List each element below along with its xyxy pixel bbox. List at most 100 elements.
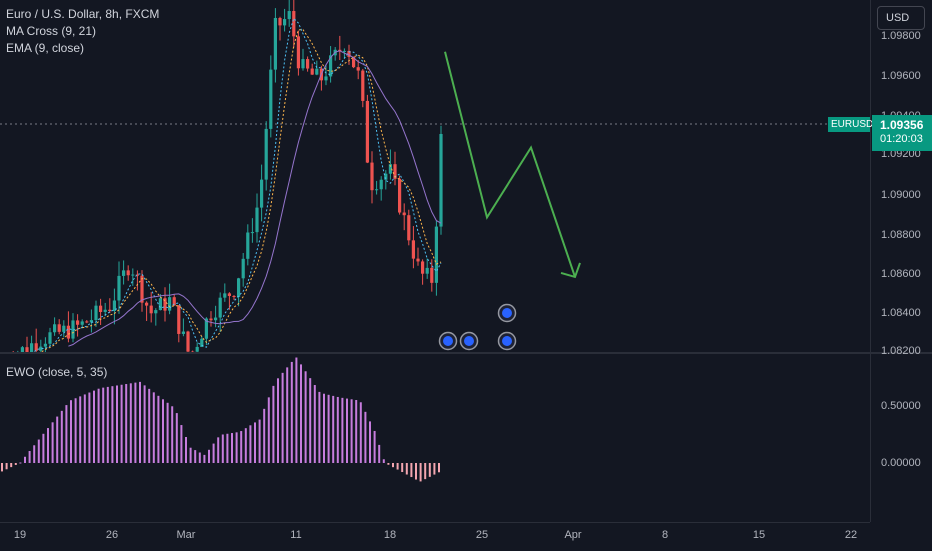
candle-body xyxy=(48,332,51,343)
time-tick: 26 xyxy=(106,529,118,541)
candle-body xyxy=(246,233,249,259)
price-tick: 1.09600 xyxy=(881,70,921,82)
ewo-bar xyxy=(420,463,422,481)
time-tick: 22 xyxy=(845,529,857,541)
candle-body xyxy=(237,278,240,297)
ewo-bar xyxy=(438,463,440,472)
candle-body xyxy=(30,343,33,352)
ewo-bar xyxy=(139,382,141,463)
candle-body xyxy=(416,259,419,262)
candle-body xyxy=(140,276,143,303)
ewo-bar xyxy=(433,463,435,475)
ewo-bar xyxy=(102,388,104,463)
candle-body xyxy=(53,324,56,332)
candle-body xyxy=(131,275,134,276)
candle-body xyxy=(311,69,314,75)
ewo-bar xyxy=(222,434,224,463)
ewo-bar xyxy=(15,463,17,465)
candle-body xyxy=(177,305,180,334)
ewo-axis[interactable]: 0.50000 0.00000 xyxy=(870,354,932,522)
ewo-bar xyxy=(93,391,95,463)
ewo-bar xyxy=(364,412,366,463)
currency-button[interactable]: USD xyxy=(877,6,925,30)
ewo-bar xyxy=(162,399,164,463)
ema-line xyxy=(22,18,441,352)
candle-body xyxy=(366,101,369,163)
candle-body xyxy=(255,208,258,233)
ewo-bar xyxy=(84,394,86,463)
ewo-bar xyxy=(429,463,431,477)
candle-body xyxy=(357,67,360,70)
ewo-bar xyxy=(134,383,136,463)
candle-body xyxy=(58,324,61,332)
candle-body xyxy=(228,293,231,296)
candle-body xyxy=(122,270,125,276)
ewo-bar xyxy=(291,362,293,463)
ewo-bar xyxy=(33,445,35,463)
ewo-bar xyxy=(346,399,348,463)
ewo-bar xyxy=(337,397,339,463)
ewo-bar xyxy=(111,386,113,463)
candle-body xyxy=(403,213,406,216)
ewo-bar xyxy=(199,452,201,463)
candle-body xyxy=(306,59,309,68)
candle-body xyxy=(104,310,107,312)
candle-body xyxy=(412,240,415,258)
candle-body xyxy=(375,189,378,190)
projection-path[interactable] xyxy=(445,52,575,277)
ewo-bar xyxy=(144,385,146,463)
candle-body xyxy=(159,298,162,310)
time-axis[interactable]: 19 26 Mar 11 18 25 Apr 8 15 22 xyxy=(0,522,870,551)
ewo-histogram-svg[interactable] xyxy=(0,354,870,522)
event-flag-icon xyxy=(502,308,512,318)
price-chart-pane[interactable]: Euro / U.S. Dollar, 8h, FXCM MA Cross (9… xyxy=(0,0,870,352)
ewo-bar xyxy=(24,457,26,463)
candle-body xyxy=(265,129,268,180)
event-flag-icon xyxy=(464,336,474,346)
ewo-bar xyxy=(171,406,173,463)
ewo-bar xyxy=(383,459,385,463)
candle-body xyxy=(260,180,263,208)
ewo-bar xyxy=(300,364,302,463)
ewo-bar xyxy=(52,422,54,463)
candle-body xyxy=(370,163,373,191)
time-tick: 18 xyxy=(384,529,396,541)
ewo-bar xyxy=(19,463,21,464)
ewo-bar xyxy=(208,450,210,463)
ewo-bar xyxy=(245,428,247,463)
economic-events[interactable] xyxy=(440,305,516,350)
ewo-bar xyxy=(351,399,353,463)
candle-body xyxy=(99,306,102,312)
candle-body xyxy=(232,296,235,297)
candle-body xyxy=(274,18,277,70)
candle-body xyxy=(214,318,217,321)
candle-body xyxy=(219,298,222,318)
candle-body xyxy=(186,332,189,352)
indicator-ema[interactable]: EMA (9, close) xyxy=(6,40,159,57)
ewo-bar xyxy=(318,392,320,463)
ewo-tick: 0.00000 xyxy=(881,457,921,469)
ewo-bar xyxy=(249,425,251,463)
candle-body xyxy=(251,232,254,233)
candle-body xyxy=(361,71,364,101)
indicator-ma-cross[interactable]: MA Cross (9, 21) xyxy=(6,23,159,40)
price-axis[interactable]: 1.09800 1.09600 1.09400 1.09200 1.09000 … xyxy=(870,0,932,352)
candle-body xyxy=(435,227,438,283)
ewo-bar xyxy=(374,431,376,463)
ewo-bar xyxy=(121,385,123,463)
ewo-bar xyxy=(180,425,182,463)
candle-body xyxy=(288,11,291,19)
time-tick: 15 xyxy=(753,529,765,541)
ewo-bar xyxy=(236,432,238,463)
ewo-bar xyxy=(157,396,159,463)
ewo-legend[interactable]: EWO (close, 5, 35) xyxy=(6,364,107,381)
ewo-pane[interactable]: EWO (close, 5, 35) xyxy=(0,354,870,522)
candle-body xyxy=(94,306,97,320)
ewo-bar xyxy=(125,384,127,463)
symbol-title[interactable]: Euro / U.S. Dollar, 8h, FXCM xyxy=(6,6,159,23)
time-tick: 25 xyxy=(476,529,488,541)
candle-body xyxy=(81,321,84,324)
candle-body xyxy=(315,69,318,75)
candle-body xyxy=(426,268,429,274)
chart-legend: Euro / U.S. Dollar, 8h, FXCM MA Cross (9… xyxy=(6,6,159,57)
